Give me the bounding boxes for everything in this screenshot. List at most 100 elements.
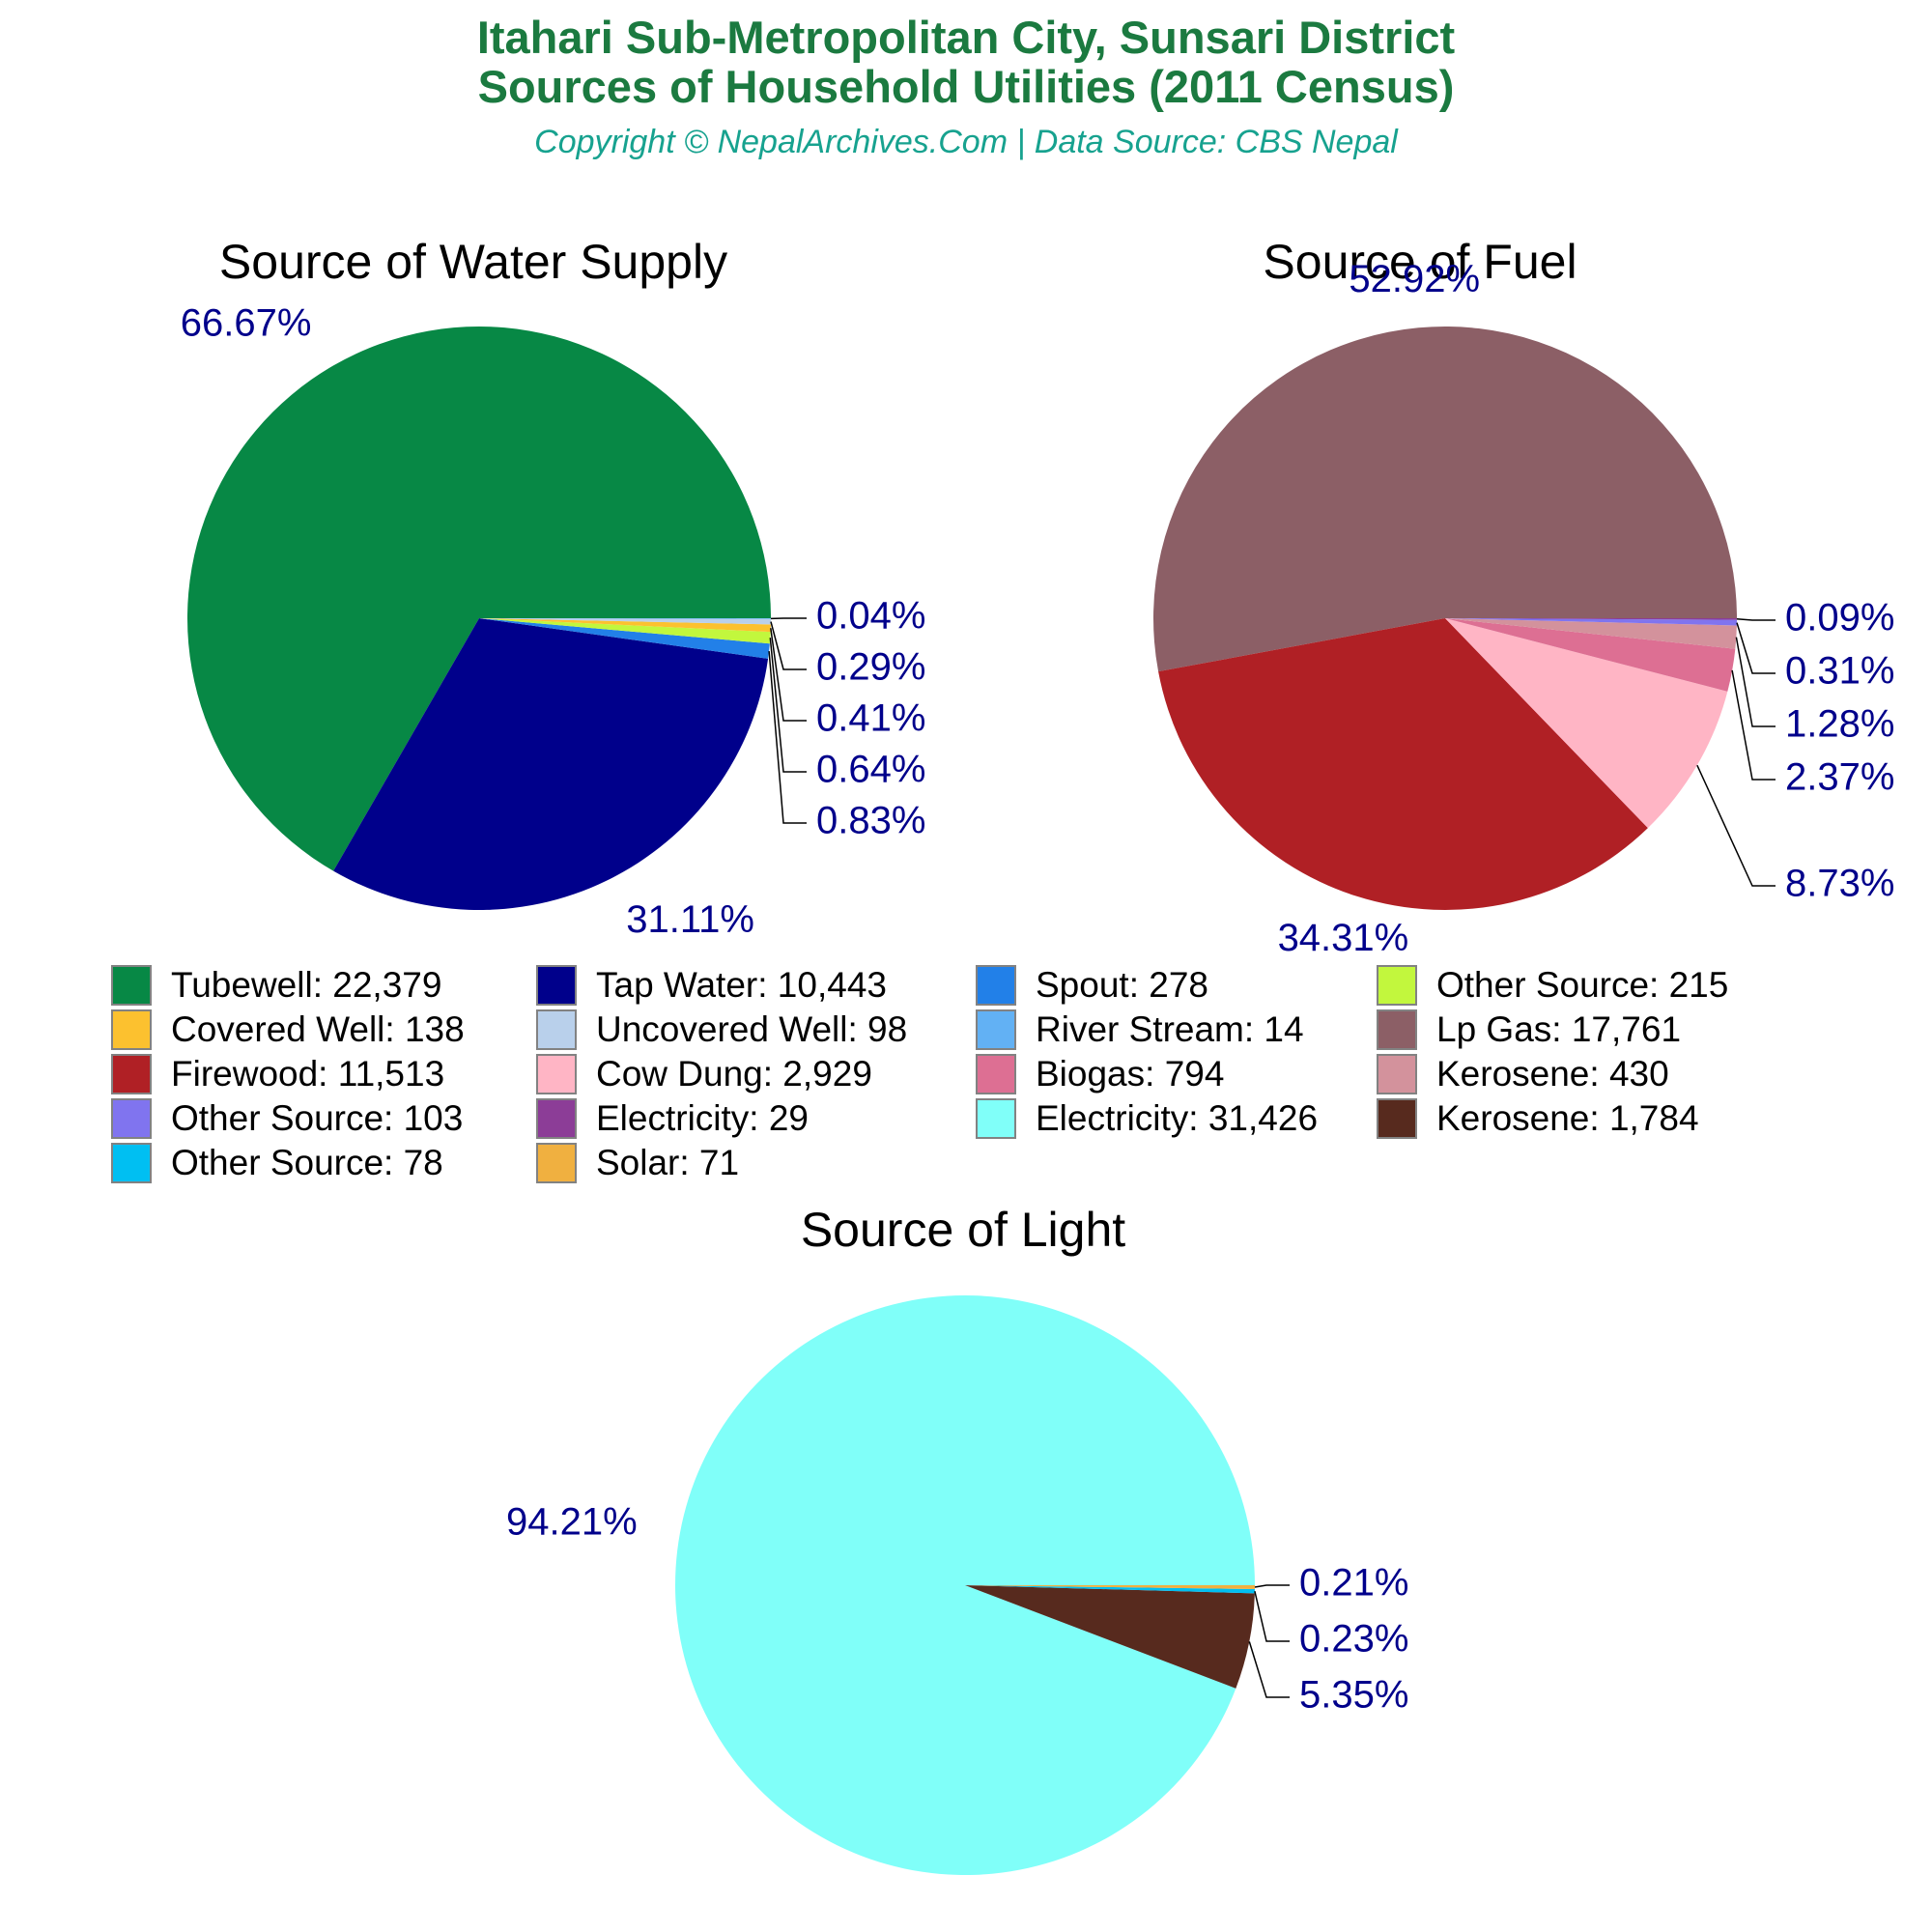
legend-swatch-solar xyxy=(536,1143,577,1183)
legend-item-label: Lp Gas: 17,761 xyxy=(1436,1009,1682,1049)
legend-item-covered-well: Covered Well: 138 xyxy=(111,1009,465,1051)
legend-item-other-source: Other Source: 215 xyxy=(1377,964,1728,1007)
light-leader-other-source xyxy=(1254,1591,1290,1642)
water-pct-uncovered-well: 0.29% xyxy=(816,646,925,689)
legend-swatch-river-stream xyxy=(976,1009,1016,1050)
fuel-pct-other-source: 0.31% xyxy=(1785,650,1894,693)
legend-item-label: Cow Dung: 2,929 xyxy=(596,1054,872,1094)
water-slice-river-stream xyxy=(479,618,772,619)
legend-item-label: Uncovered Well: 98 xyxy=(596,1009,908,1049)
fuel-slice-lp-gas xyxy=(1153,327,1737,672)
legend-item-label: Tap Water: 10,443 xyxy=(596,965,887,1005)
legend-item-label: River Stream: 14 xyxy=(1036,1009,1304,1049)
light-pct-kerosene: 5.35% xyxy=(1299,1674,1408,1717)
legend-item-biogas: Biogas: 794 xyxy=(976,1053,1224,1095)
legend-swatch-tap-water xyxy=(536,965,577,1006)
legend-swatch-firewood xyxy=(111,1054,152,1094)
fuel-pct-cow-dung: 8.73% xyxy=(1785,863,1894,905)
copyright-subtitle: Copyright © NepalArchives.Com | Data Sou… xyxy=(534,123,1398,160)
legend-item-spout: Spout: 278 xyxy=(976,964,1208,1007)
legend-item-uncovered-well: Uncovered Well: 98 xyxy=(536,1009,907,1051)
fuel-slice-kerosene xyxy=(1445,618,1737,649)
legend-item-electricity: Electricity: 31,426 xyxy=(976,1097,1318,1140)
fuel-pie-title: Source of Fuel xyxy=(1263,235,1577,289)
legend-item-label: Other Source: 78 xyxy=(171,1143,443,1182)
water-slice-covered-well xyxy=(479,618,771,633)
fuel-slice-cow-dung xyxy=(1445,618,1728,829)
legend-swatch-electricity xyxy=(536,1098,577,1139)
legend-item-lp-gas: Lp Gas: 17,761 xyxy=(1377,1009,1681,1051)
fuel-leader-kerosene xyxy=(1735,637,1776,727)
water-slice-tubewell xyxy=(186,327,771,871)
page-header: Itahari Sub-Metropolitan City, Sunsari D… xyxy=(0,0,1932,161)
legend-item-electricity: Electricity: 29 xyxy=(536,1097,809,1140)
legend-item-label: Covered Well: 138 xyxy=(171,1009,465,1049)
fuel-leader-biogas xyxy=(1731,669,1776,781)
legend-swatch-biogas xyxy=(976,1054,1016,1094)
fuel-pct-lp-gas: 52.92% xyxy=(1349,258,1480,300)
light-leader-solar xyxy=(1254,1584,1290,1588)
legend-item-label: Electricity: 29 xyxy=(596,1098,810,1138)
water-pct-river-stream: 0.04% xyxy=(816,595,925,638)
water-slice-spout xyxy=(479,618,770,659)
water-leader-spout xyxy=(768,651,807,824)
legend-item-kerosene: Kerosene: 1,784 xyxy=(1377,1097,1699,1140)
legend-item-tubewell: Tubewell: 22,379 xyxy=(111,964,441,1007)
light-pie-title: Source of Light xyxy=(801,1203,1125,1257)
legend-swatch-kerosene xyxy=(1377,1054,1417,1094)
legend-item-kerosene: Kerosene: 430 xyxy=(1377,1053,1669,1095)
legend-swatch-kerosene xyxy=(1377,1098,1417,1139)
water-slice-uncovered-well xyxy=(479,618,771,625)
light-pie: 94.21% 5.35% 0.23% 0.21% xyxy=(506,1295,1408,1876)
legend-item-label: Other Source: 215 xyxy=(1436,965,1729,1005)
fuel-pct-firewood: 34.31% xyxy=(1278,917,1409,959)
legend-item-label: Electricity: 31,426 xyxy=(1036,1098,1319,1138)
water-slice-tap-water xyxy=(333,618,769,911)
page-title-line1: Itahari Sub-Metropolitan City, Sunsari D… xyxy=(476,12,1456,63)
fuel-slice-other-source xyxy=(1445,618,1737,626)
fuel-leader-other-source xyxy=(1736,622,1776,674)
legend-swatch-uncovered-well xyxy=(536,1009,577,1050)
legend-item-other-source: Other Source: 78 xyxy=(111,1142,443,1184)
legend-swatch-electricity xyxy=(976,1098,1016,1139)
light-pct-solar: 0.21% xyxy=(1299,1562,1408,1605)
legend-item-label: Other Source: 103 xyxy=(171,1098,464,1138)
legend-swatch-covered-well xyxy=(111,1009,152,1050)
light-pct-electricity: 94.21% xyxy=(506,1501,638,1544)
legend-item-label: Kerosene: 430 xyxy=(1436,1054,1669,1094)
legend-item-river-stream: River Stream: 14 xyxy=(976,1009,1304,1051)
water-pct-other-source: 0.64% xyxy=(816,749,925,791)
legend-swatch-spout xyxy=(976,965,1016,1006)
legend-item-label: Tubewell: 22,379 xyxy=(171,965,442,1005)
fuel-slice-electricity xyxy=(1445,618,1738,620)
page-title-line2: Sources of Household Utilities (2011 Cen… xyxy=(477,60,1455,112)
water-pie-title: Source of Water Supply xyxy=(219,235,727,289)
light-pct-other-source: 0.23% xyxy=(1299,1618,1408,1661)
legend-swatch-other-source xyxy=(1377,965,1417,1006)
legend-item-label: Kerosene: 1,784 xyxy=(1436,1098,1699,1138)
water-pct-tubewell: 66.67% xyxy=(181,301,312,344)
water-pct-tap-water: 31.11% xyxy=(626,898,754,941)
legend-item-other-source: Other Source: 103 xyxy=(111,1097,463,1140)
water-leader-uncovered-well xyxy=(770,621,807,670)
water-leader-covered-well xyxy=(770,628,807,722)
legend-swatch-other-source xyxy=(111,1098,152,1139)
fuel-pct-biogas: 2.37% xyxy=(1785,756,1894,799)
water-slice-other-source xyxy=(479,618,771,644)
legend-item-solar: Solar: 71 xyxy=(536,1142,739,1184)
water-leader-other-source xyxy=(769,638,807,773)
water-pie: 66.67% 31.11% 0.83% 0.64% 0.41% 0.29% 0.04% xyxy=(181,301,926,941)
legend-item-label: Biogas: 794 xyxy=(1036,1054,1225,1094)
legend-swatch-tubewell xyxy=(111,965,152,1006)
legend-item-tap-water: Tap Water: 10,443 xyxy=(536,964,887,1007)
fuel-leader-electricity xyxy=(1736,618,1776,621)
light-slice-other-source xyxy=(965,1585,1255,1594)
fuel-pie: 52.92% 34.31% 8.73% 2.37% 1.28% 0.31% 0.09% xyxy=(1153,258,1894,959)
light-slice-kerosene xyxy=(965,1585,1255,1689)
legend-item-label: Solar: 71 xyxy=(596,1143,740,1182)
fuel-slice-biogas xyxy=(1445,618,1736,692)
legend-swatch-other-source xyxy=(111,1143,152,1183)
fuel-leader-cow-dung xyxy=(1696,764,1776,887)
